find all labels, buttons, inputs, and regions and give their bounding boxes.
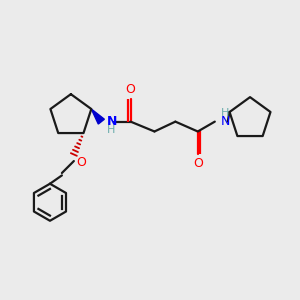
Text: N: N <box>221 115 230 128</box>
Text: O: O <box>76 156 86 169</box>
Text: N: N <box>107 115 118 128</box>
Text: O: O <box>193 158 203 170</box>
Text: O: O <box>126 83 136 96</box>
Text: H: H <box>221 108 229 118</box>
Text: H: H <box>107 125 116 135</box>
Polygon shape <box>91 109 104 124</box>
